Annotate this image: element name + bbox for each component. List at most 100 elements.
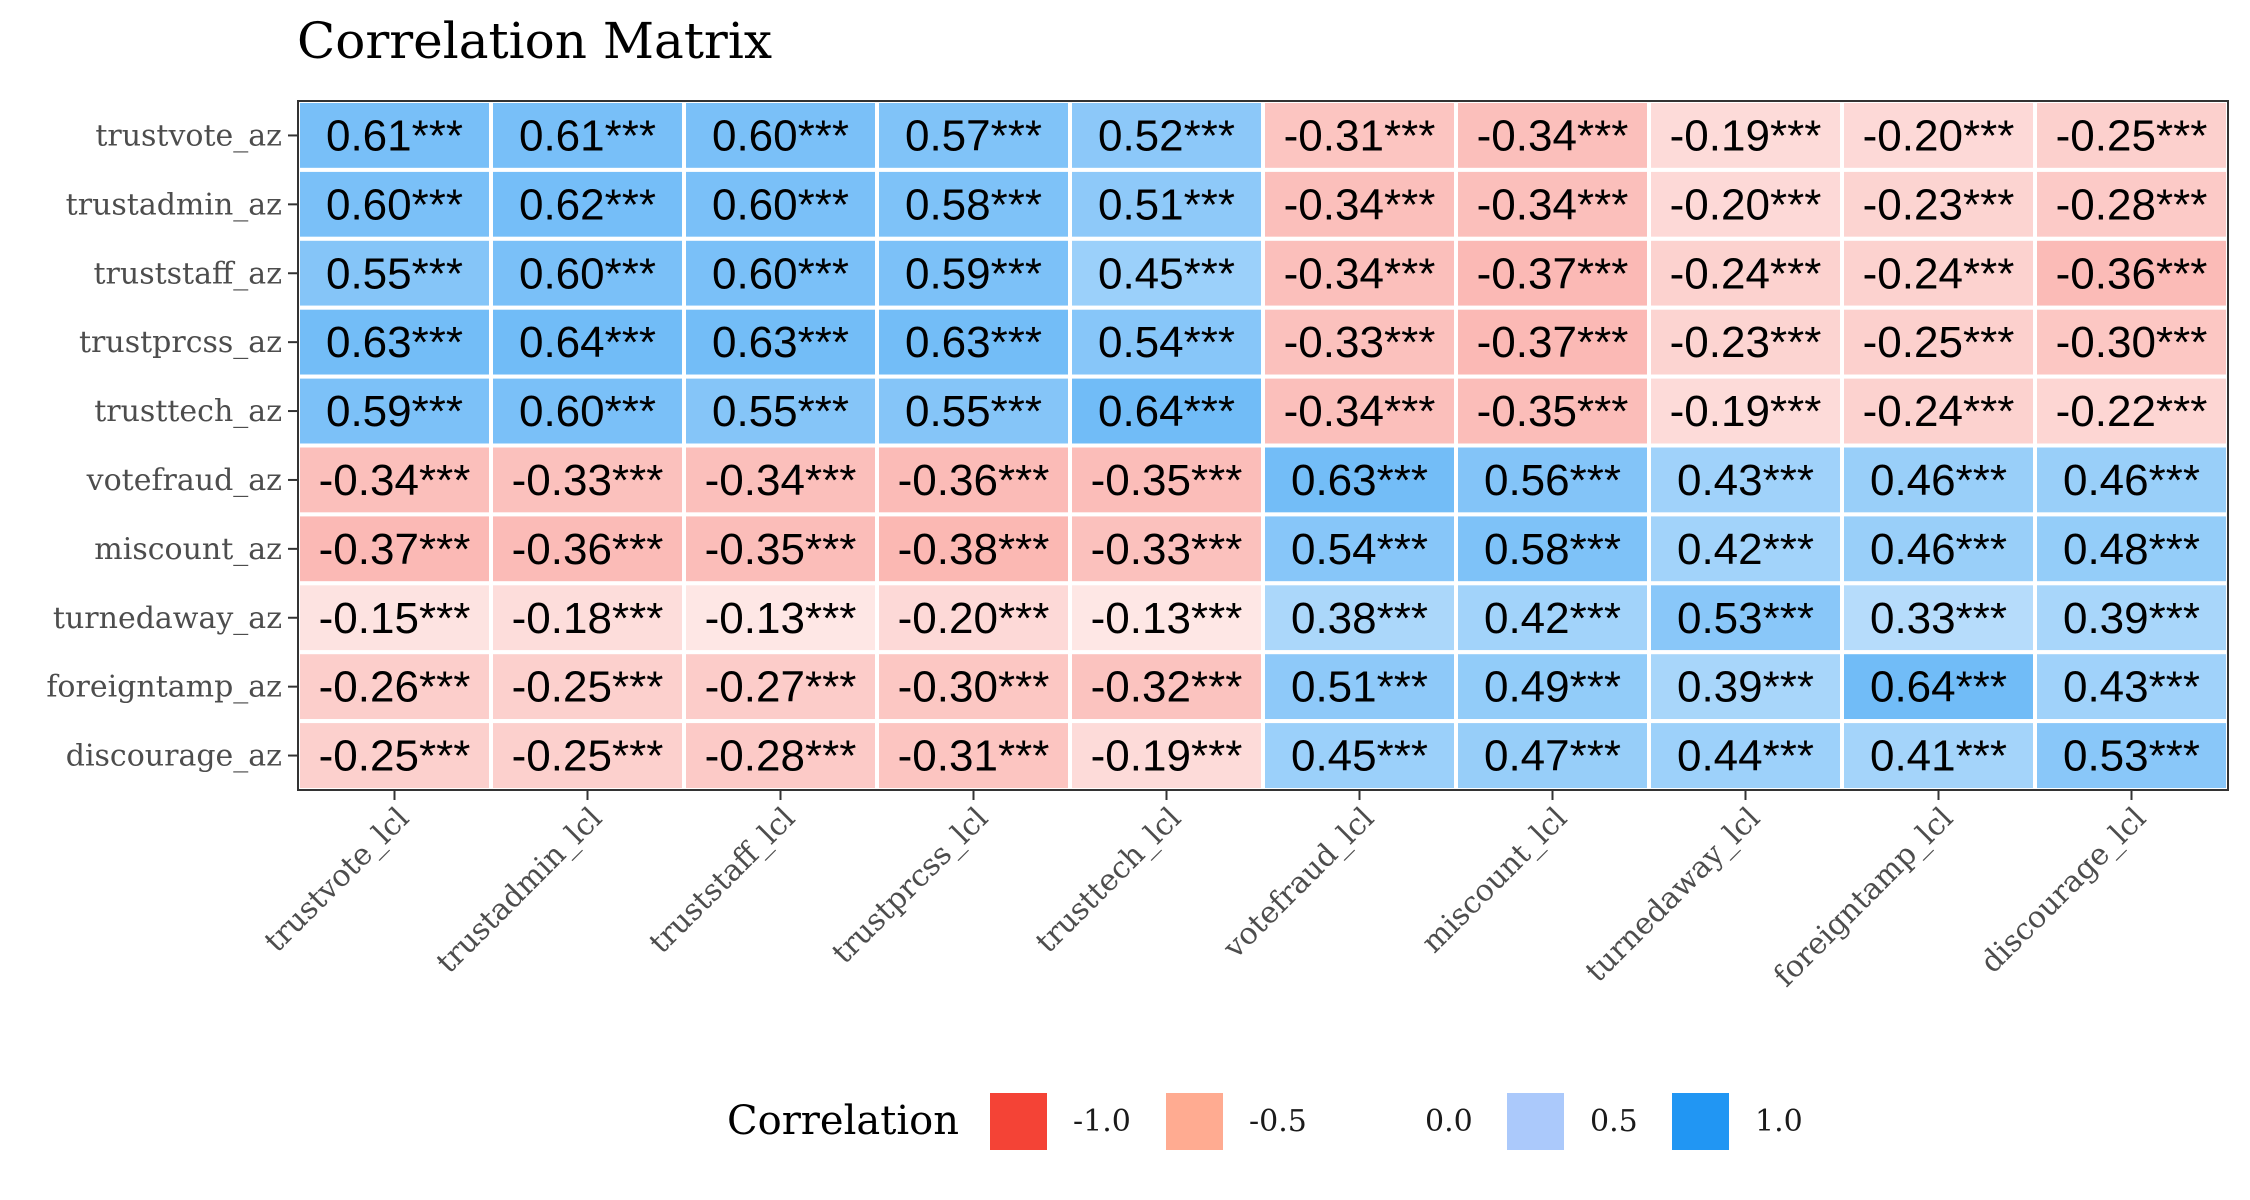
heatmap-cell — [2033, 99, 2230, 172]
cell-value-label: -0.28*** — [2056, 180, 2208, 229]
x-tick-label: miscount_lcl — [1415, 801, 1574, 960]
heatmap-cell — [1454, 581, 1651, 655]
heatmap-cell — [1261, 374, 1458, 448]
cell-value-label: 0.56*** — [1484, 456, 1621, 505]
cell-value-label: -0.32*** — [1091, 663, 1243, 712]
cell-value-label: 0.59*** — [905, 249, 1042, 298]
cell-value-label: 0.41*** — [1870, 732, 2007, 781]
heatmap-cell — [1261, 443, 1458, 517]
legend-key — [1342, 1093, 1399, 1150]
cell-value-label: -0.20*** — [898, 594, 1050, 643]
cell-value-label: -0.24*** — [1863, 387, 2015, 436]
x-axis: trustvote_lcl trustadmin_lcl truststaff_lc… — [258, 790, 2153, 994]
cell-value-label: 0.44*** — [1677, 732, 1814, 781]
cell-value-label: -0.25*** — [1863, 318, 2015, 367]
heatmap-cell — [1454, 167, 1651, 241]
heatmap-cell — [1454, 305, 1651, 379]
cell-value-label: -0.13*** — [1091, 594, 1243, 643]
y-tick-label: trusttech_az — [94, 394, 282, 429]
cell-value-label: -0.23*** — [1863, 180, 2015, 229]
heatmap-cell — [1068, 443, 1265, 517]
legend-label: 0.5 — [1590, 1104, 1638, 1139]
heatmap-cell — [489, 236, 686, 310]
x-tick-label: trustadmin_lcl — [430, 801, 609, 980]
cell-value-label: -0.19*** — [1670, 387, 1822, 436]
cell-value-label: 0.43*** — [1677, 456, 1814, 505]
cell-value-label: 0.38*** — [1291, 594, 1428, 643]
cell-value-label: -0.33*** — [1091, 525, 1243, 574]
cell-value-label: 0.60*** — [326, 180, 463, 229]
heatmap-cell — [489, 167, 686, 241]
cell-value-label: 0.64*** — [519, 318, 656, 367]
cell-value-label: -0.37*** — [1477, 318, 1629, 367]
cell-value-label: 0.42*** — [1484, 594, 1621, 643]
cell-value-label: -0.34*** — [1284, 180, 1436, 229]
heatmap-cell — [1647, 650, 1844, 724]
heatmap-cell — [296, 512, 493, 586]
cell-value-label: -0.31*** — [1284, 111, 1436, 160]
cell-value-label: 0.55*** — [712, 387, 849, 436]
cell-value-label: 0.63*** — [712, 318, 849, 367]
heatmap-cell — [875, 443, 1072, 517]
cell-value-label: -0.13*** — [705, 594, 857, 643]
cell-value-label: -0.27*** — [705, 663, 857, 712]
cell-value-label: 0.33*** — [1870, 594, 2007, 643]
heatmap-cell — [1840, 374, 2037, 448]
cell-value-label: -0.19*** — [1670, 111, 1822, 160]
heatmap-cell — [1840, 443, 2037, 517]
heatmap-cell — [1261, 512, 1458, 586]
legend-label: -0.5 — [1249, 1104, 1307, 1139]
heatmap-cells — [296, 99, 2230, 792]
heatmap-cell — [1454, 650, 1651, 724]
heatmap-cell — [2033, 167, 2230, 241]
cell-value-label: -0.38*** — [898, 525, 1050, 574]
heatmap-cell — [1068, 581, 1265, 655]
cell-value-label: 0.62*** — [519, 180, 656, 229]
cell-value-label: -0.31*** — [898, 732, 1050, 781]
cell-value-label: 0.63*** — [905, 318, 1042, 367]
legend-title: Correlation — [727, 1098, 959, 1144]
heatmap-cell — [1261, 167, 1458, 241]
heatmap-cell — [1261, 305, 1458, 379]
cell-value-label: 0.58*** — [905, 180, 1042, 229]
heatmap-cell — [1840, 581, 2037, 655]
cell-value-label: 0.46*** — [1870, 525, 2007, 574]
y-tick-label: trustadmin_az — [66, 187, 282, 222]
cell-value-label: -0.25*** — [512, 732, 664, 781]
cell-value-label: 0.64*** — [1098, 387, 1235, 436]
legend-label: -1.0 — [1073, 1104, 1131, 1139]
panel-border — [297, 100, 2229, 791]
y-tick-label: truststaff_az — [93, 256, 282, 291]
cell-value-label: 0.64*** — [1870, 663, 2007, 712]
heatmap-cell — [1840, 650, 2037, 724]
cell-value-label: -0.36*** — [2056, 249, 2208, 298]
legend-label: 0.0 — [1425, 1104, 1473, 1139]
heatmap-cell — [2033, 374, 2230, 448]
legend: Correlation -1.0 -0.5 0.0 0.5 1.0 — [727, 1093, 1803, 1150]
heatmap-cell — [1840, 167, 2037, 241]
cell-value-labels: 0.61*** 0.61*** 0.60*** 0.57*** 0.52*** -0.31… — [319, 111, 2208, 780]
cell-value-label: -0.37*** — [319, 525, 471, 574]
heatmap-cell — [1261, 99, 1458, 172]
cell-value-label: -0.20*** — [1863, 111, 2015, 160]
cell-value-label: -0.35*** — [1091, 456, 1243, 505]
cell-value-label: 0.60*** — [519, 249, 656, 298]
heatmap-cell — [682, 581, 879, 655]
cell-value-label: 0.61*** — [519, 111, 656, 160]
cell-value-label: 0.52*** — [1098, 111, 1235, 160]
cell-value-label: -0.25*** — [319, 732, 471, 781]
cell-value-label: 0.51*** — [1098, 180, 1235, 229]
cell-value-label: 0.59*** — [326, 387, 463, 436]
cell-value-label: -0.35*** — [705, 525, 857, 574]
x-tick-label: votefraud_lcl — [1216, 801, 1381, 966]
heatmap-cell — [1647, 512, 1844, 586]
y-tick-label: discourage_az — [66, 739, 282, 774]
cell-value-label: 0.42*** — [1677, 525, 1814, 574]
cell-value-label: -0.34*** — [1284, 387, 1436, 436]
heatmap-cell — [1840, 236, 2037, 310]
legend-key — [1166, 1093, 1223, 1150]
heatmap-cell — [489, 581, 686, 655]
heatmap-cell — [1454, 512, 1651, 586]
cell-value-label: -0.33*** — [512, 456, 664, 505]
